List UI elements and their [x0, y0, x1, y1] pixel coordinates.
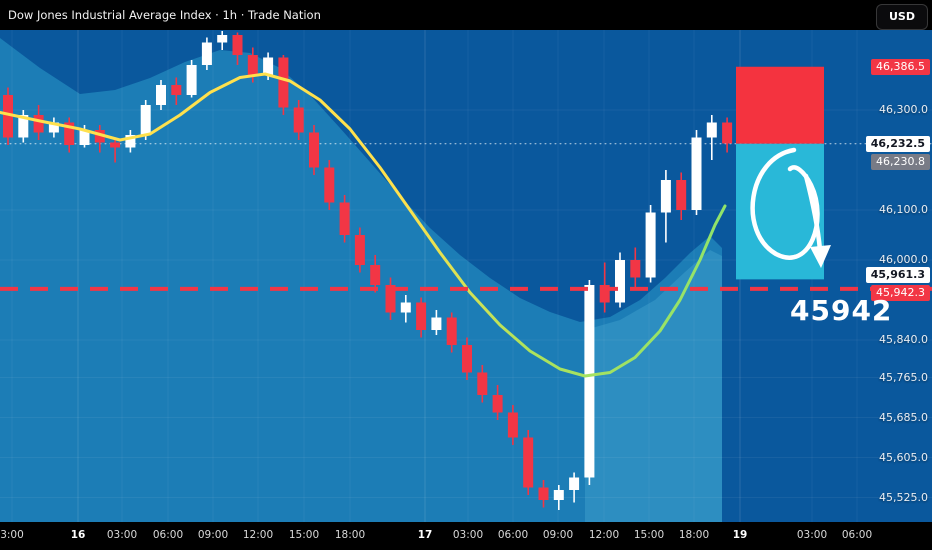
- candle-body: [247, 55, 258, 75]
- time-axis-label: 06:00: [841, 529, 873, 541]
- price-axis-label: 45,605.0: [879, 450, 928, 464]
- price-badge: 46,386.5: [871, 58, 930, 75]
- candle-body: [33, 115, 44, 133]
- time-axis-label: 06:00: [497, 529, 529, 541]
- candle-body: [538, 487, 549, 500]
- candle-body: [186, 65, 197, 95]
- candle-body: [431, 317, 442, 330]
- time-axis-label: 03:00: [106, 529, 138, 541]
- candle-body: [370, 265, 381, 285]
- candle-body: [309, 132, 319, 168]
- candles: [3, 31, 733, 510]
- candle-body: [293, 107, 304, 133]
- candle-body: [278, 57, 289, 108]
- candle-body: [615, 260, 625, 303]
- price-axis-label: 45,525.0: [879, 490, 928, 504]
- candle-body: [385, 285, 396, 313]
- time-axis-label: 06:00: [152, 529, 184, 541]
- time-axis-label: 15:00: [288, 529, 320, 541]
- candle-body: [18, 115, 29, 138]
- price-badge: 46,230.8: [871, 153, 930, 170]
- alert-price-label: 45942: [790, 294, 893, 327]
- candle-body: [645, 212, 656, 278]
- candle-body: [48, 122, 59, 133]
- currency-button[interactable]: USD: [876, 4, 928, 30]
- target-zone-box[interactable]: [736, 143, 824, 280]
- time-axis-label: 12:00: [588, 529, 620, 541]
- time-axis-label: 19: [732, 529, 748, 541]
- moving-average-line[interactable]: [0, 72, 727, 378]
- candle-body: [569, 477, 580, 490]
- drawn-arrow[interactable]: [750, 147, 831, 268]
- price-axis-label: 46,000.0: [879, 253, 928, 266]
- candle-body: [691, 137, 702, 210]
- candle-body: [217, 35, 228, 43]
- price-badge: 45,942.3: [871, 284, 930, 301]
- top-bar: Dow Jones Industrial Average Index · 1h …: [0, 0, 932, 30]
- candle-body: [3, 95, 13, 138]
- price-axis-label: 46,100.0: [879, 203, 928, 216]
- candle-body: [599, 285, 610, 303]
- arrow-head-icon: [810, 245, 831, 268]
- candle-body: [446, 317, 457, 345]
- candle-body: [354, 235, 365, 265]
- candle-body: [263, 57, 274, 75]
- candle-body: [110, 142, 121, 148]
- indicator-area-inner-fill: [585, 250, 722, 522]
- candle-body: [477, 372, 488, 395]
- price-badge: 46,232.5: [865, 135, 930, 152]
- candle-body: [462, 345, 472, 373]
- candle-body: [201, 42, 212, 65]
- time-axis-label: 16: [70, 529, 86, 541]
- time-axis-label: 09:00: [197, 529, 229, 541]
- candle-body: [676, 180, 687, 210]
- candle-body: [706, 122, 717, 138]
- time-axis-label: 09:00: [542, 529, 574, 541]
- time-axis-label: 03:00: [796, 529, 828, 541]
- candle-body: [507, 412, 518, 438]
- candle-body: [79, 130, 90, 145]
- candle-body: [171, 85, 182, 95]
- candle-body: [232, 35, 243, 55]
- candle-body: [339, 202, 350, 235]
- candle-body: [64, 122, 75, 145]
- candle-body: [125, 135, 136, 148]
- candle-body: [156, 85, 166, 105]
- time-axis-label: 18:00: [678, 529, 710, 541]
- price-axis-label: 45,765.0: [879, 370, 928, 384]
- candle-body: [140, 105, 151, 135]
- price-badge: 45,961.3: [865, 267, 930, 284]
- time-axis-label: 12:00: [242, 529, 274, 541]
- supply-zone-box[interactable]: [736, 66, 824, 144]
- price-axis-label: 45,840.0: [879, 333, 928, 346]
- price-axis[interactable]: 46,300.0 46,100.0 46,000.0 45,840.0 45,765.0…: [832, 0, 932, 550]
- time-axis-label: 03:00: [452, 529, 484, 541]
- chart-title[interactable]: Dow Jones Industrial Average Index · 1h …: [8, 8, 321, 22]
- price-axis-label: 45,685.0: [879, 410, 928, 424]
- candle-body: [94, 130, 105, 143]
- candle-body: [553, 490, 564, 500]
- indicator-area-fill: [0, 38, 722, 522]
- time-axis-label: 3:00: [0, 529, 24, 541]
- candle-body: [722, 122, 733, 144]
- candle-body: [416, 302, 427, 330]
- candle-body: [584, 285, 595, 478]
- candle-body: [492, 395, 503, 413]
- candle-body: [324, 167, 335, 203]
- time-axis[interactable]: 3:00 16 03:00 06:00 09:00 12:00 15:00 18:00 17 03…: [0, 522, 932, 550]
- candle-body: [523, 437, 534, 488]
- candle-body: [660, 180, 671, 213]
- time-axis-label: 18:00: [334, 529, 366, 541]
- time-axis-label: 15:00: [633, 529, 665, 541]
- time-axis-label: 17: [417, 529, 433, 541]
- candle-body: [630, 260, 641, 278]
- candle-body: [400, 302, 411, 313]
- price-axis-label: 46,300.0: [879, 103, 928, 116]
